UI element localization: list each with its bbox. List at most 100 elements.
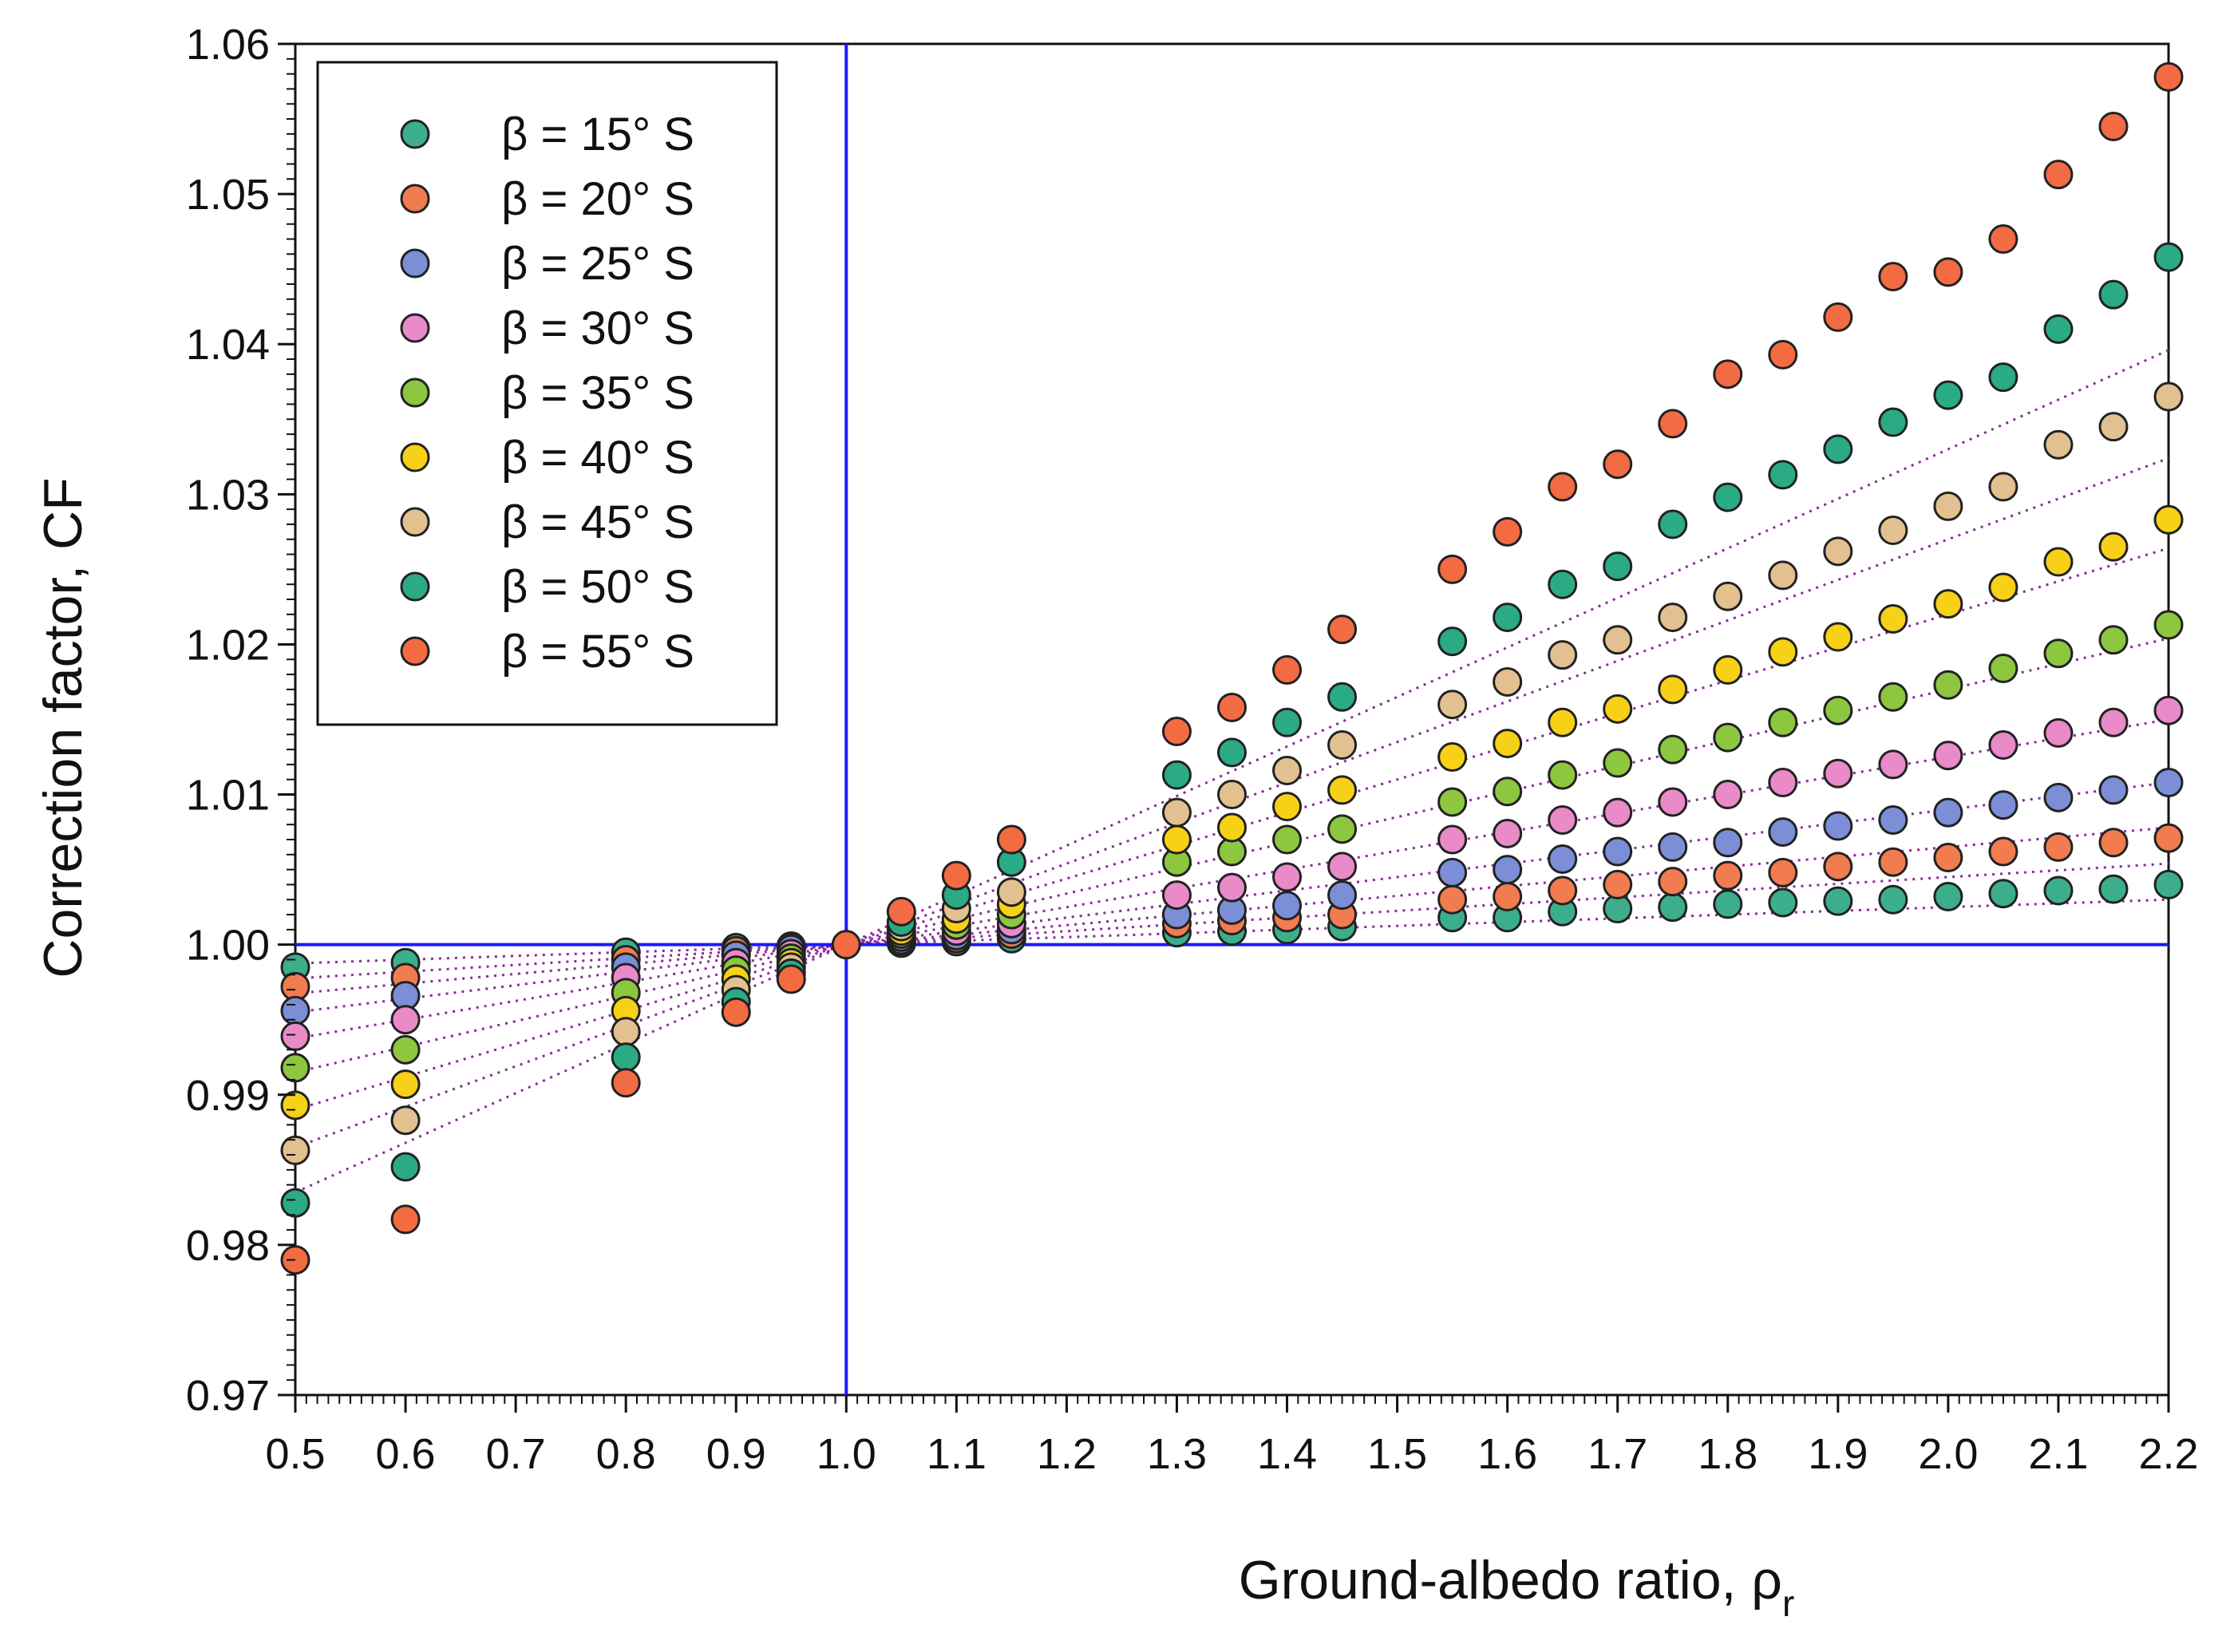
- data-point: [2153, 242, 2184, 272]
- data-point: [1603, 694, 1633, 724]
- data-point: [1878, 515, 1908, 545]
- data-point: [2043, 832, 2074, 862]
- data-point: [1548, 805, 1578, 836]
- data-point: [1272, 654, 1303, 685]
- data-point: [1161, 760, 1192, 790]
- data-point: [2098, 775, 2129, 805]
- data-point: [1878, 884, 1908, 915]
- data-point: [2098, 625, 2129, 655]
- legend-marker: [400, 313, 430, 343]
- data-point: [1933, 843, 1963, 873]
- data-point: [1878, 847, 1908, 877]
- data-point: [1603, 836, 1633, 867]
- data-point: [1493, 666, 1523, 697]
- data-point: [1823, 886, 1853, 916]
- data-point: [1548, 569, 1578, 599]
- data-point: [1658, 832, 1688, 862]
- data-point: [1217, 737, 1247, 768]
- y-axis-title: Correction factor, CF: [33, 477, 93, 978]
- data-point: [1768, 637, 1798, 667]
- fit-line: [295, 862, 2169, 980]
- x-tick-label: 0.7: [486, 1430, 546, 1478]
- data-point: [1878, 805, 1908, 836]
- y-tick-label: 1.04: [186, 321, 270, 369]
- data-point: [2043, 717, 2074, 748]
- data-point: [1603, 449, 1633, 480]
- data-point: [1272, 792, 1303, 822]
- data-point: [1878, 262, 1908, 292]
- data-point: [1878, 682, 1908, 712]
- data-point: [1988, 654, 2019, 684]
- legend-label: β = 50° S: [501, 561, 694, 613]
- data-point: [1493, 881, 1523, 911]
- data-point: [886, 896, 916, 927]
- data-point: [1603, 869, 1633, 899]
- data-point: [1548, 640, 1578, 670]
- data-point: [390, 1204, 421, 1235]
- axes: 0.5 0.6 0.7 0.8 0.9 1.0 1.1 1.2 1.3 1.4 1.5 1.6 1.7 1…: [186, 21, 2199, 1478]
- y-tick-label: 0.98: [186, 1222, 270, 1270]
- data-point: [1988, 572, 2019, 603]
- y-tick-label: 1.01: [186, 772, 270, 820]
- data-point: [1437, 787, 1468, 817]
- fit-line: [295, 898, 2169, 965]
- legend-marker: [400, 571, 430, 602]
- data-point: [1217, 692, 1247, 722]
- data-point: [2043, 160, 2074, 190]
- data-point: [1437, 824, 1468, 855]
- x-tick-label: 1.4: [1257, 1430, 1317, 1478]
- data-point: [390, 1069, 421, 1100]
- data-point: [1713, 722, 1743, 753]
- x-tick-label: 1.3: [1147, 1430, 1207, 1478]
- data-point: [1823, 434, 1853, 464]
- data-point: [1988, 224, 2019, 255]
- x-tick-label: 1.2: [1037, 1430, 1097, 1478]
- data-point: [1658, 867, 1688, 897]
- data-point: [1493, 855, 1523, 885]
- data-point: [2153, 504, 2184, 535]
- legend-marker: [400, 507, 430, 537]
- x-tick-label: 0.6: [376, 1430, 436, 1478]
- data-point: [1823, 695, 1853, 725]
- legend-label: β = 20° S: [501, 173, 694, 225]
- legend-marker: [400, 248, 430, 279]
- data-point: [1823, 758, 1853, 788]
- data-point: [1217, 812, 1247, 843]
- x-tick-label: 2.0: [1918, 1430, 1978, 1478]
- data-point: [1437, 884, 1468, 915]
- data-point-reference: [831, 930, 861, 960]
- data-point: [1988, 472, 2019, 502]
- x-tick-label: 0.5: [265, 1430, 325, 1478]
- x-tick-label: 1.7: [1588, 1430, 1647, 1478]
- x-tick-label: 1.1: [927, 1430, 987, 1478]
- data-point: [611, 1068, 641, 1098]
- data-point: [1272, 891, 1303, 921]
- data-point: [1768, 560, 1798, 591]
- legend-box: [316, 61, 778, 726]
- data-point: [1548, 875, 1578, 906]
- x-tick-label: 1.0: [816, 1430, 876, 1478]
- data-point: [2153, 610, 2184, 640]
- data-point: [2043, 547, 2074, 577]
- data-point: [1988, 836, 2019, 867]
- data-point: [280, 1188, 310, 1218]
- data-point: [1272, 707, 1303, 737]
- data-point: [1658, 734, 1688, 765]
- data-point: [2153, 869, 2184, 899]
- data-point: [2043, 314, 2074, 344]
- data-point: [1272, 824, 1303, 855]
- data-point: [1658, 892, 1688, 923]
- series-9: [280, 61, 2184, 1275]
- x-axis-title-main: Ground-albedo ratio, ρ: [1239, 1550, 1782, 1611]
- data-point: [1988, 879, 2019, 909]
- data-point: [1437, 857, 1468, 887]
- data-point: [1493, 777, 1523, 807]
- legend-label: β = 40° S: [501, 432, 694, 484]
- legend-marker: [400, 442, 430, 472]
- legend-marker: [400, 377, 430, 408]
- y-tick-label: 1.02: [186, 621, 270, 669]
- fit-line: [295, 547, 2169, 1112]
- data-point: [1272, 755, 1303, 785]
- y-tick-label: 0.97: [186, 1372, 270, 1420]
